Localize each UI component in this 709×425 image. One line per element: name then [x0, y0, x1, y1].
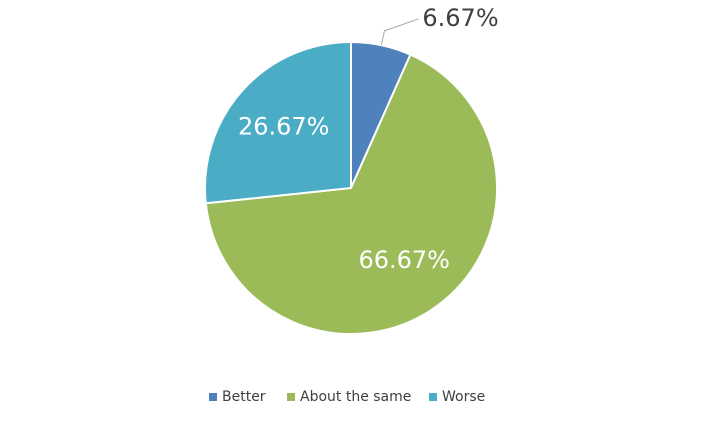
- legend-label: Worse: [442, 389, 485, 405]
- legend-swatch: [209, 393, 217, 401]
- data-label: 66.67%: [358, 246, 450, 274]
- legend-swatch: [287, 393, 295, 401]
- data-label: 6.67%: [422, 4, 498, 32]
- pie-slice: [204, 53, 498, 335]
- legend-label: Better: [222, 389, 266, 405]
- leader-line: [380, 18, 419, 46]
- pie-slice: [204, 40, 352, 205]
- legend-label: About the same: [300, 389, 411, 405]
- legend-swatch: [429, 393, 437, 401]
- data-label: 26.67%: [238, 112, 330, 140]
